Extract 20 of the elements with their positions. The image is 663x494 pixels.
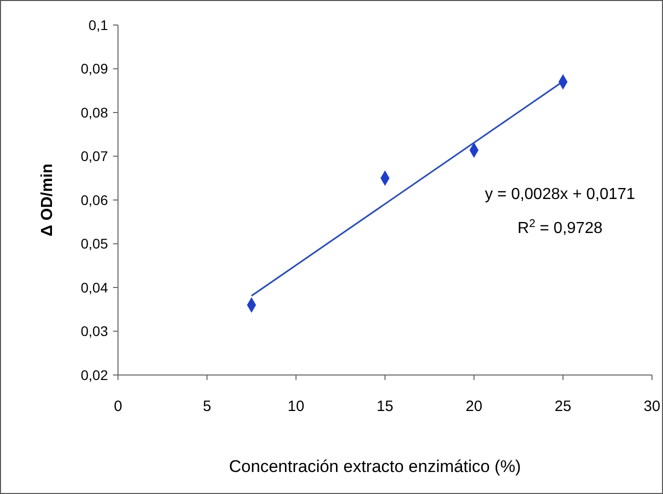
x-tick-label: 20 <box>466 398 482 415</box>
y-tick-label: 0,1 <box>88 16 108 33</box>
y-tick-label: 0,02 <box>80 366 108 383</box>
y-tick-label: 0,09 <box>80 60 108 77</box>
x-tick-label: 10 <box>288 398 304 415</box>
y-tick-label: 0,07 <box>80 148 108 164</box>
y-tick-label: 0,05 <box>80 236 108 252</box>
x-axis-title: Concentración extracto enzimático (%) <box>229 457 521 476</box>
y-tick-label: 0,08 <box>80 104 108 120</box>
y-axis-title: Δ OD/min <box>39 164 56 236</box>
y-tick-label: 0,06 <box>80 192 108 208</box>
x-tick-label: 5 <box>202 398 212 415</box>
annotation: R$^{2}$ = 0,9728 <box>518 218 603 237</box>
x-tick-label: 0 <box>114 398 122 415</box>
x-tick-label: 15 <box>376 398 394 415</box>
x-tick-label: 25 <box>554 398 572 415</box>
annotation: y = 0,0028x + 0,0171 <box>484 186 636 203</box>
y-tick-label: 0,03 <box>80 323 108 340</box>
x-tick-label: 30 <box>644 398 660 415</box>
y-tick-label: 0,04 <box>80 279 108 296</box>
